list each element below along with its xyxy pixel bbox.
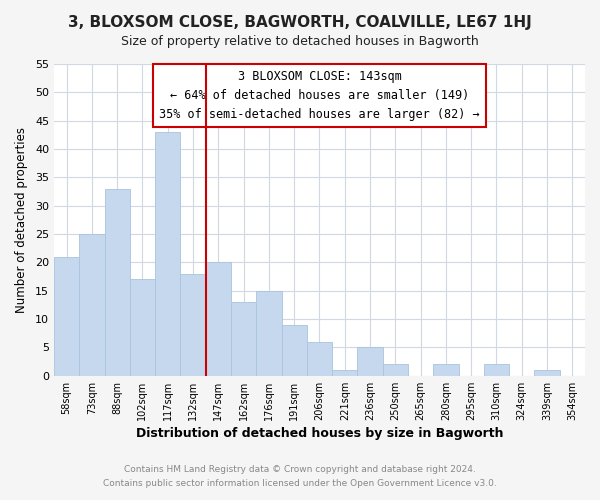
Bar [484, 364, 509, 376]
Text: Contains HM Land Registry data © Crown copyright and database right 2024.
Contai: Contains HM Land Registry data © Crown c… [103, 466, 497, 487]
Bar [358, 348, 383, 376]
Bar [256, 291, 281, 376]
Text: 3, BLOXSOM CLOSE, BAGWORTH, COALVILLE, LE67 1HJ: 3, BLOXSOM CLOSE, BAGWORTH, COALVILLE, L… [68, 15, 532, 30]
Bar [54, 257, 79, 376]
Bar [281, 325, 307, 376]
Y-axis label: Number of detached properties: Number of detached properties [15, 127, 28, 313]
Bar [535, 370, 560, 376]
Bar [383, 364, 408, 376]
X-axis label: Distribution of detached houses by size in Bagworth: Distribution of detached houses by size … [136, 427, 503, 440]
Bar [181, 274, 206, 376]
Bar [206, 262, 231, 376]
Bar [433, 364, 458, 376]
Bar [231, 302, 256, 376]
Bar [104, 188, 130, 376]
Bar [307, 342, 332, 376]
Bar [332, 370, 358, 376]
Text: 3 BLOXSOM CLOSE: 143sqm
← 64% of detached houses are smaller (149)
35% of semi-d: 3 BLOXSOM CLOSE: 143sqm ← 64% of detache… [159, 70, 480, 121]
Text: Size of property relative to detached houses in Bagworth: Size of property relative to detached ho… [121, 35, 479, 48]
Bar [155, 132, 181, 376]
Bar [79, 234, 104, 376]
Bar [130, 280, 155, 376]
